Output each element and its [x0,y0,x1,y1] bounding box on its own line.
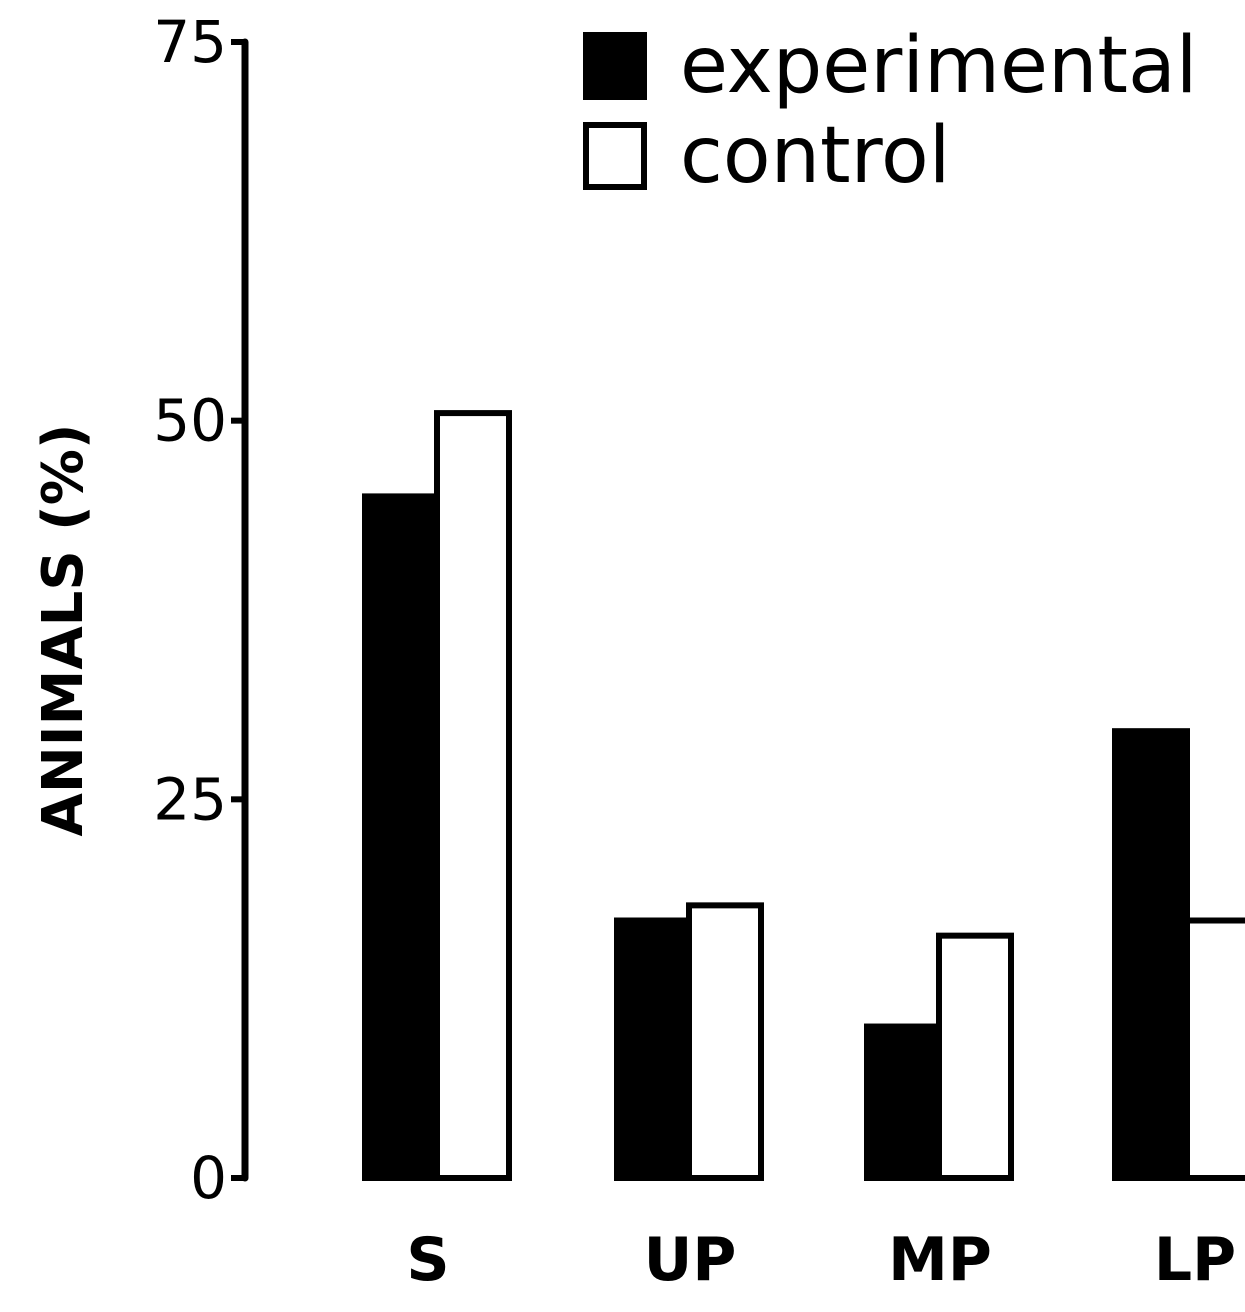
y-tick-label: 0 [190,1144,227,1212]
x-axis-labels: S UP MP LP [406,1225,1236,1295]
x-tick-label: S [406,1225,449,1295]
legend-label-experimental: experimental [680,21,1197,111]
legend-swatch-experimental [583,32,647,100]
x-tick-label: LP [1154,1225,1236,1295]
bar-experimental-up [614,917,692,1181]
y-tick-label: 50 [153,387,227,455]
legend-label-control: control [680,111,950,201]
bar-experimental-lp [1112,728,1190,1181]
bar-experimental-s [362,493,440,1181]
y-tick-label: 75 [153,8,227,76]
legend-swatch-control [583,122,647,190]
bars [362,410,1245,1181]
bar-control-up [686,902,764,1181]
bar-control-mp [936,932,1014,1181]
y-axis: 0 25 50 75 [153,8,249,1212]
bar-experimental-mp [864,1023,942,1181]
x-tick-label: MP [888,1225,992,1295]
bar-control-lp [1184,917,1245,1181]
x-tick-label: UP [644,1225,737,1295]
bar-control-s [434,410,512,1181]
y-tick-label: 25 [153,765,227,833]
y-axis-label: ANIMALS (%) [31,424,96,837]
